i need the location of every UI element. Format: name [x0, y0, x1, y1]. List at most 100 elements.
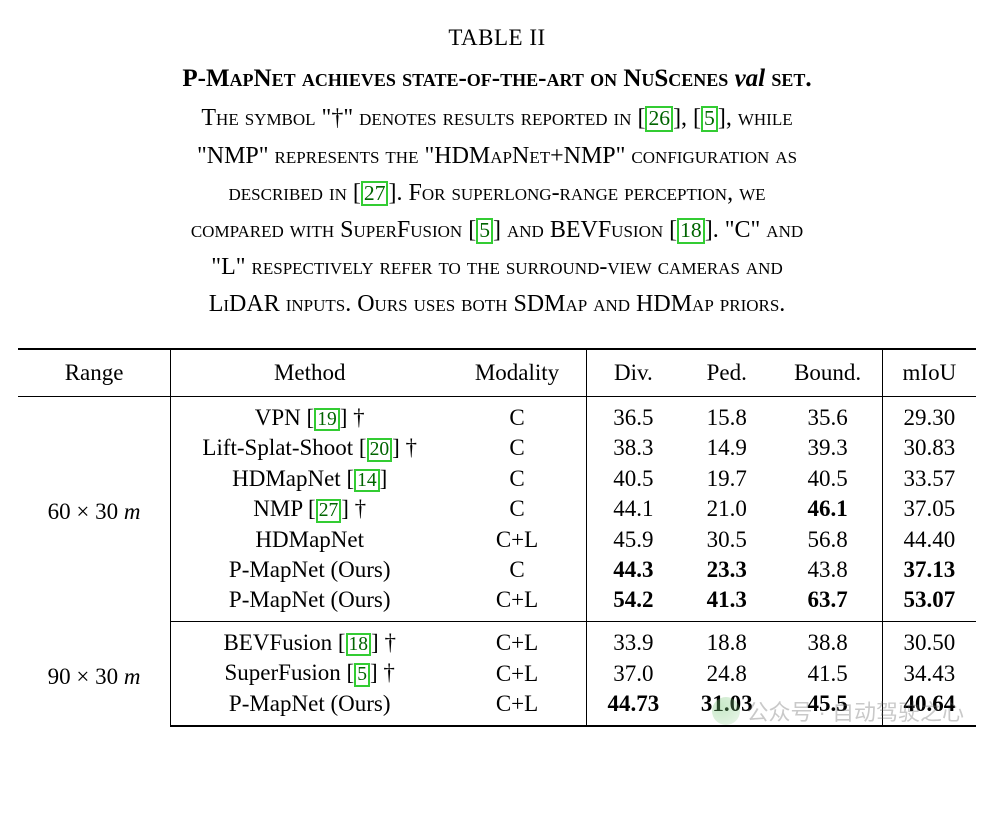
cite-26[interactable]: 26: [645, 106, 673, 132]
title-val: val: [728, 65, 765, 92]
caption-line-3: described in [27]. For superlong-range p…: [48, 175, 946, 212]
bound-cell: 39.3: [774, 433, 883, 464]
miou-cell: 37.13: [882, 555, 976, 585]
ped-cell: 31.03: [680, 689, 774, 726]
bound-cell: 41.5: [774, 658, 883, 689]
caption-line-2: "NMP" represents the "HDMapNet+NMP" conf…: [48, 138, 946, 175]
cite-19[interactable]: 19: [314, 408, 340, 432]
table-title: P-MapNet achieves state-of-the-art on Nu…: [48, 60, 946, 99]
ped-cell: 41.3: [680, 585, 774, 622]
bound-cell: 56.8: [774, 525, 883, 555]
method-text-a: HDMapNet [: [232, 466, 354, 491]
method-text-b: ] †: [392, 435, 417, 460]
results-table: Range Method Modality Div. Ped. Bound. m…: [18, 348, 976, 727]
method-cell: Lift-Splat-Shoot [20] †: [171, 433, 449, 464]
range-cell-90x30: 90 × 30 m: [18, 621, 171, 726]
ped-cell: 24.8: [680, 658, 774, 689]
table-label: TABLE II: [48, 20, 946, 56]
cite-18b[interactable]: 18: [346, 633, 372, 657]
miou-cell: 44.40: [882, 525, 976, 555]
cite-18[interactable]: 18: [677, 218, 705, 244]
ped-cell: 18.8: [680, 621, 774, 658]
range-value: 60 × 30: [48, 499, 118, 524]
method-cell: P-MapNet (Ours): [171, 555, 449, 585]
ped-cell: 21.0: [680, 494, 774, 525]
modality-cell: C+L: [448, 525, 586, 555]
div-cell: 38.3: [586, 433, 680, 464]
th-range: Range: [18, 349, 171, 397]
table-body: 60 × 30 m VPN [19] † C 36.5 15.8 35.6 29…: [18, 396, 976, 726]
cite-27[interactable]: 27: [361, 181, 389, 207]
div-cell: 33.9: [586, 621, 680, 658]
modality-cell: C: [448, 433, 586, 464]
desc4b: ] and BEVFusion [: [493, 217, 677, 243]
range-unit: m: [124, 499, 141, 524]
desc4c: ]. "C" and: [705, 217, 803, 243]
desc1c: ], while: [718, 105, 793, 131]
miou-cell: 33.57: [882, 464, 976, 495]
bound-cell: 46.1: [774, 494, 883, 525]
bound-cell: 35.6: [774, 396, 883, 433]
desc1b: ], [: [673, 105, 701, 131]
ped-cell: 30.5: [680, 525, 774, 555]
cite-5[interactable]: 5: [701, 106, 718, 132]
miou-cell: 29.30: [882, 396, 976, 433]
th-method: Method: [171, 349, 449, 397]
table-header: Range Method Modality Div. Ped. Bound. m…: [18, 349, 976, 397]
table-caption: TABLE II P-MapNet achieves state-of-the-…: [48, 20, 946, 324]
desc1a: The symbol "†" denotes results reported …: [201, 105, 645, 131]
page: TABLE II P-MapNet achieves state-of-the-…: [0, 0, 994, 767]
bound-cell: 43.8: [774, 555, 883, 585]
div-cell: 36.5: [586, 396, 680, 433]
method-cell: HDMapNet [14]: [171, 464, 449, 495]
method-text-a: NMP [: [253, 496, 315, 521]
method-cell: HDMapNet: [171, 525, 449, 555]
range-cell-60x30: 60 × 30 m: [18, 396, 171, 621]
method-cell: NMP [27] †: [171, 494, 449, 525]
method-cell: P-MapNet (Ours): [171, 689, 449, 726]
div-cell: 44.1: [586, 494, 680, 525]
miou-cell: 37.05: [882, 494, 976, 525]
title-dataset: NuScenes: [623, 65, 728, 92]
caption-line-5: "L" respectively refer to the surround-v…: [48, 249, 946, 286]
modality-cell: C+L: [448, 621, 586, 658]
bound-cell: 63.7: [774, 585, 883, 622]
method-cell: P-MapNet (Ours): [171, 585, 449, 622]
caption-line-4: compared with SuperFusion [5] and BEVFus…: [48, 212, 946, 249]
th-miou: mIoU: [882, 349, 976, 397]
miou-cell: 30.83: [882, 433, 976, 464]
modality-cell: C: [448, 555, 586, 585]
div-cell: 40.5: [586, 464, 680, 495]
cite-27b[interactable]: 27: [316, 499, 342, 523]
modality-cell: C+L: [448, 585, 586, 622]
th-ped: Ped.: [680, 349, 774, 397]
method-text-b: ] †: [371, 630, 396, 655]
div-cell: 54.2: [586, 585, 680, 622]
div-cell: 37.0: [586, 658, 680, 689]
method-text-a: VPN [: [255, 405, 314, 430]
miou-cell: 53.07: [882, 585, 976, 622]
cite-5c[interactable]: 5: [354, 663, 370, 687]
bound-cell: 45.5: [774, 689, 883, 726]
desc4a: compared with SuperFusion [: [191, 217, 476, 243]
method-text-b: ] †: [370, 660, 395, 685]
title-text-a: P-MapNet achieves state-of-the-art on: [182, 65, 623, 92]
cite-14[interactable]: 14: [354, 469, 380, 493]
th-div: Div.: [586, 349, 680, 397]
desc3b: ]. For superlong-range perception, we: [388, 180, 765, 206]
div-cell: 44.73: [586, 689, 680, 726]
modality-cell: C: [448, 396, 586, 433]
method-text-b: ] †: [341, 496, 366, 521]
ped-cell: 23.3: [680, 555, 774, 585]
modality-cell: C: [448, 464, 586, 495]
cite-20[interactable]: 20: [367, 438, 393, 462]
cite-5b[interactable]: 5: [476, 218, 493, 244]
method-text-b: ] †: [340, 405, 365, 430]
bound-cell: 40.5: [774, 464, 883, 495]
range-value: 90 × 30: [48, 664, 118, 689]
div-cell: 45.9: [586, 525, 680, 555]
modality-cell: C+L: [448, 689, 586, 726]
modality-cell: C+L: [448, 658, 586, 689]
method-cell: VPN [19] †: [171, 396, 449, 433]
table-row: 60 × 30 m VPN [19] † C 36.5 15.8 35.6 29…: [18, 396, 976, 433]
